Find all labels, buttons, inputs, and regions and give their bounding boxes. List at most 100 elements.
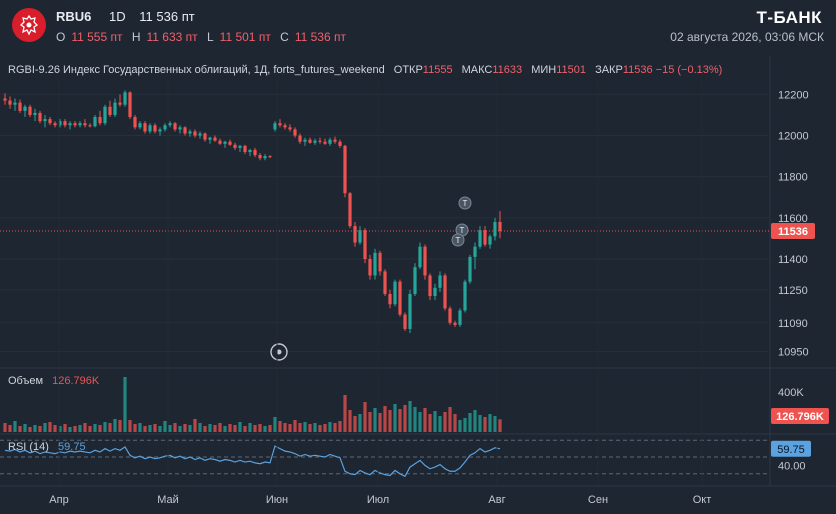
ohlc-high-value: 11 633 пт (146, 30, 198, 44)
volume-bar (113, 419, 117, 432)
event-marker-glyph: T (456, 236, 461, 245)
volume-bar (338, 421, 342, 432)
volume-bar (498, 419, 502, 432)
low-value: 11501 (556, 64, 587, 76)
volume-bar (258, 424, 262, 432)
volume-bar (378, 413, 382, 432)
volume-bar (433, 411, 437, 432)
open-value: 11555 (422, 64, 453, 76)
volume-bar (28, 427, 32, 432)
candle-body (68, 123, 72, 126)
volume-bar (333, 423, 337, 432)
candle-body (118, 102, 122, 105)
price-tick-label: 11250 (778, 285, 808, 297)
candle-body (63, 121, 67, 126)
volume-bar (43, 423, 47, 432)
volume-bar (293, 420, 297, 432)
ohlc-close-value: 11 536 пт (294, 30, 346, 44)
time-tick-label: Окт (693, 494, 712, 506)
candle-body (238, 145, 242, 148)
volume-bar (8, 425, 12, 432)
candle-body (93, 117, 97, 127)
volume-bar (228, 424, 232, 432)
ohlc-open-value: 11 555 пт (71, 30, 123, 44)
candle-body (323, 141, 327, 144)
rsi-tick-label: 40.00 (778, 460, 806, 472)
candle-body (233, 144, 237, 148)
volume-bar (428, 414, 432, 432)
rsi-marker (771, 440, 811, 457)
candle-body (18, 102, 22, 111)
volume-bar (68, 427, 72, 432)
legend-line: RGBI-9.26 Индекс Государственных облигац… (8, 64, 722, 76)
candle-body (403, 314, 407, 329)
candle-body (198, 133, 202, 136)
ohlc-high-key: H (131, 30, 141, 44)
volume-tick-label: 400K (778, 387, 804, 399)
volume-bar (493, 416, 497, 432)
volume-bar (318, 425, 322, 432)
volume-bar (88, 426, 92, 432)
volume-bar (473, 410, 477, 432)
volume-bar (443, 412, 447, 432)
volume-bar (363, 402, 367, 432)
candle-body (143, 123, 147, 132)
candle-body (348, 193, 352, 227)
volume-bar (323, 424, 327, 432)
candle-body (353, 226, 357, 243)
volume-bar (78, 425, 82, 432)
volume-bar (13, 421, 17, 432)
candle-body (188, 131, 192, 134)
volume-bar (328, 422, 332, 432)
price-tick-label: 11090 (778, 318, 808, 330)
close-value: 11536 (622, 64, 653, 76)
interval-label[interactable]: 1D (109, 9, 126, 24)
candle-body (183, 127, 187, 134)
candle-body (53, 123, 57, 126)
volume-value: 126.796K (52, 375, 100, 387)
volume-bar (368, 412, 372, 432)
candle-body (318, 140, 322, 142)
volume-bar (218, 423, 222, 432)
candle-body (83, 123, 87, 126)
candle-body (498, 221, 502, 232)
rsi-line (4, 445, 501, 478)
volume-bar (383, 406, 387, 432)
volume-bar (103, 422, 107, 432)
volume-bar (283, 423, 287, 432)
low-key: МИН (531, 64, 557, 76)
candle-body (433, 287, 437, 297)
change-value: −15 (−0.13%) (655, 64, 723, 76)
candle-body (178, 127, 182, 130)
volume-bar (483, 417, 487, 432)
candle-body (193, 131, 197, 136)
candle-body (218, 140, 222, 144)
candle-body (368, 259, 372, 276)
candle-body (78, 123, 82, 126)
ticker-symbol[interactable]: RBU6 (56, 9, 92, 24)
volume-bar (3, 423, 7, 432)
volume-bar (93, 424, 97, 432)
time-tick-label: Май (157, 494, 179, 506)
datetime: 02 августа 2026, 03:06 МСК (670, 30, 824, 44)
price-tick-label: 10950 (778, 347, 809, 359)
volume-bar (53, 425, 57, 432)
candle-body (388, 293, 392, 305)
price-tick-label: 11600 (778, 213, 808, 225)
candle-body (453, 322, 457, 325)
volume-bar (453, 414, 457, 432)
event-marker-glyph: T (460, 226, 465, 235)
time-tick-label: Авг (488, 494, 505, 506)
rsi-value: 59.75 (58, 441, 86, 453)
volume-bar (193, 419, 197, 432)
volume-bar (128, 420, 132, 432)
candle-body (293, 129, 297, 136)
close-key: ЗАКР (595, 64, 623, 76)
candle-body (333, 139, 337, 142)
candle-body (423, 246, 427, 276)
header: RBU6 1D 11 536 пт O 11 555 пт H 11 633 пт … (0, 0, 836, 54)
ohlc-close-key: C (280, 30, 289, 44)
candle-body (223, 141, 227, 144)
high-value: 11633 (492, 64, 523, 76)
